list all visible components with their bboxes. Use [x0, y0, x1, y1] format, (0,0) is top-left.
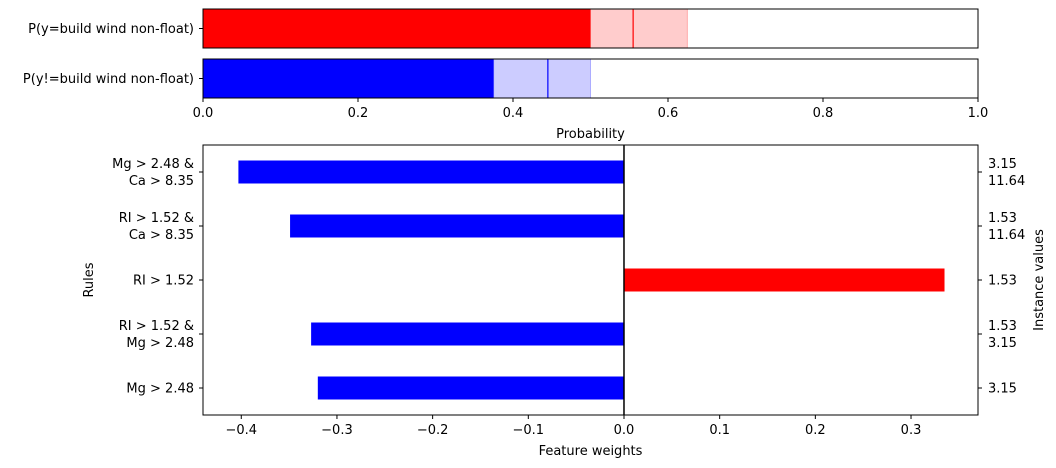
instance-value-label: 1.53: [988, 319, 1017, 334]
rule-label: Mg > 2.48 &: [112, 157, 194, 172]
probability-category-label: P(y=build wind non-float): [28, 22, 194, 37]
rule-label: RI > 1.52: [133, 274, 194, 289]
rule-label: Ca > 8.35: [129, 174, 194, 189]
probability-x-tick-label: 0.4: [503, 106, 524, 121]
instance-value-label: 11.64: [988, 174, 1025, 189]
probability-bar: [203, 59, 494, 98]
probability-interval-bar: [493, 58, 591, 99]
instance-axis-title: Instance values: [1032, 229, 1047, 331]
rule-label: RI > 1.52 &: [119, 211, 194, 226]
rules-axis-title: Rules: [82, 262, 97, 297]
feature-x-tick-label: 0.3: [901, 423, 922, 438]
rule-label: RI > 1.52 &: [119, 319, 194, 334]
feature-x-tick-label: 0.1: [709, 423, 730, 438]
probability-x-tick-label: 0.8: [813, 106, 834, 121]
rule-label: Mg > 2.48: [126, 336, 194, 351]
instance-value-label: 3.15: [988, 382, 1017, 397]
instance-value-label: 1.53: [988, 274, 1017, 289]
feature-axis-title: Feature weights: [539, 444, 643, 459]
feature-x-tick-label: −0.3: [321, 423, 353, 438]
probability-x-tick-label: 0.0: [193, 106, 214, 121]
probability-bar: [203, 9, 591, 48]
rule-label: Ca > 8.35: [129, 228, 194, 243]
probability-interval-bar: [590, 8, 688, 49]
feature-weight-bar: [238, 160, 624, 184]
feature-weight-bar: [311, 322, 624, 346]
feature-x-tick-label: 0.2: [805, 423, 826, 438]
feature-weight-bar: [623, 268, 945, 292]
feature-weight-bar: [317, 376, 624, 400]
instance-value-label: 3.15: [988, 336, 1017, 351]
feature-x-tick-label: 0.0: [614, 423, 635, 438]
feature-axes-frame: [202, 144, 979, 416]
probability-category-label: P(y!=build wind non-float): [23, 72, 194, 87]
instance-value-label: 1.53: [988, 211, 1017, 226]
instance-value-label: 3.15: [988, 157, 1017, 172]
probability-x-tick-label: 1.0: [968, 106, 989, 121]
probability-x-tick-label: 0.2: [348, 106, 369, 121]
feature-x-tick-label: −0.1: [513, 423, 545, 438]
feature-weight-bar: [290, 214, 624, 238]
feature-x-tick-label: −0.2: [417, 423, 449, 438]
probability-x-tick-label: 0.6: [658, 106, 679, 121]
probability-axis-title: Probability: [556, 127, 625, 142]
instance-value-label: 11.64: [988, 228, 1025, 243]
feature-x-tick-label: −0.4: [225, 423, 257, 438]
rule-label: Mg > 2.48: [126, 382, 194, 397]
